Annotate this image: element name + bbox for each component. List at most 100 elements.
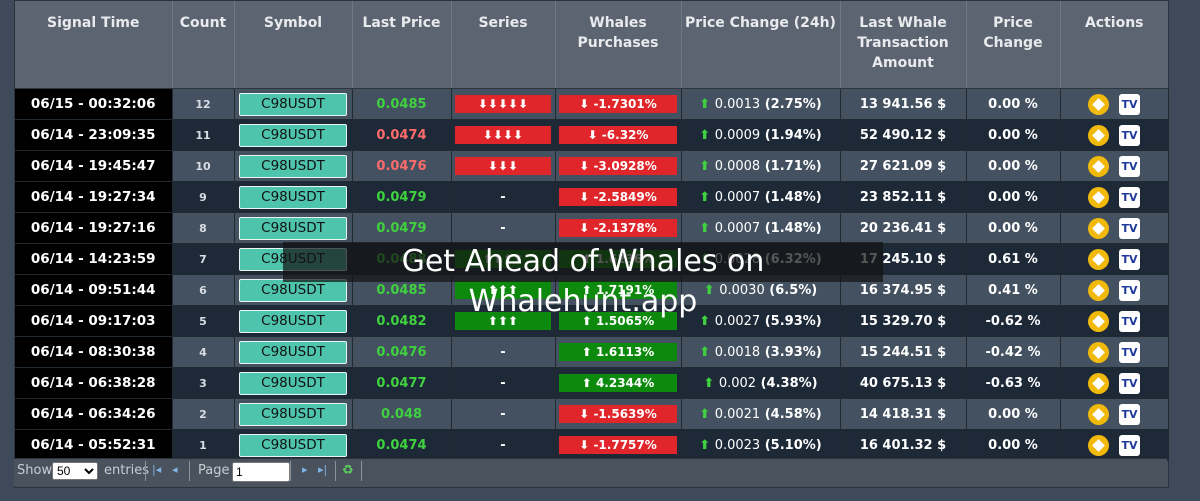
price-change: 0.00 % <box>966 181 1061 213</box>
last-page-icon[interactable]: ▸| <box>318 463 328 476</box>
signal-count: 6 <box>172 274 235 306</box>
col-count[interactable]: Count <box>172 1 235 89</box>
whale-amount: 23 852.11 $ <box>840 181 967 213</box>
binance-icon[interactable] <box>1088 372 1109 394</box>
whales-purchases-cell: ⬆ 1.7191% <box>555 274 682 306</box>
tradingview-icon[interactable]: TV <box>1119 403 1140 425</box>
entries-label: entries <box>104 463 150 478</box>
signal-time: 06/14 - 19:27:34 <box>15 181 173 213</box>
series-badge: ⬆⬆⬆ <box>455 312 551 330</box>
tradingview-icon[interactable]: TV <box>1119 248 1140 270</box>
binance-icon[interactable] <box>1088 155 1109 177</box>
series-empty: - <box>500 344 506 360</box>
binance-icon[interactable] <box>1088 248 1109 270</box>
signal-count: 4 <box>172 336 235 368</box>
symbol-cell: C98USDT <box>234 429 353 461</box>
change-value: 0.0007 <box>714 189 761 205</box>
whales-purchases-cell: ⬇ -2.5849% <box>555 181 682 213</box>
page-label: Page <box>198 463 230 478</box>
change-percent: (5.10%) <box>764 437 822 453</box>
whales-purchases-badge: ⬆ 1.5065% <box>559 312 677 330</box>
signal-time: 06/14 - 23:09:35 <box>15 119 173 151</box>
col-last-whale-amount[interactable]: Last Whale Transaction Amount <box>840 1 967 89</box>
binance-icon[interactable] <box>1088 93 1109 115</box>
symbol-cell: C98USDT <box>234 150 353 182</box>
symbol-button[interactable]: C98USDT <box>239 154 347 178</box>
whales-purchases-cell: ⬇ -3.0928% <box>555 150 682 182</box>
binance-icon[interactable] <box>1088 403 1109 425</box>
symbol-button[interactable]: C98USDT <box>239 92 347 116</box>
signal-time: 06/14 - 06:34:26 <box>15 398 173 430</box>
change-value: 0.0013 <box>714 96 761 112</box>
price-change-24h: ⬆ 0.002 (4.38%) <box>681 367 841 399</box>
symbol-cell: C98USDT <box>234 367 353 399</box>
whales-purchases-cell: ⬇ -2.1378% <box>555 212 682 244</box>
binance-icon[interactable] <box>1088 186 1109 208</box>
series-badge: ⬇⬇⬇⬇⬇ <box>455 95 551 113</box>
tradingview-icon[interactable]: TV <box>1119 93 1140 115</box>
binance-icon[interactable] <box>1088 434 1109 456</box>
symbol-cell: C98USDT <box>234 212 353 244</box>
series-empty: - <box>500 406 506 422</box>
whales-purchases-cell: ⬆ 1.5065% <box>555 305 682 337</box>
tradingview-icon[interactable]: TV <box>1119 434 1140 456</box>
arrow-up-icon: ⬆ <box>699 437 711 453</box>
symbol-button[interactable]: C98USDT <box>239 433 347 457</box>
price-change: 0.00 % <box>966 398 1061 430</box>
col-last-price[interactable]: Last Price <box>352 1 452 89</box>
whales-purchases-badge: ⬆ 1.7191% <box>559 281 677 299</box>
tradingview-icon[interactable]: TV <box>1119 155 1140 177</box>
symbol-button[interactable]: C98USDT <box>239 123 347 147</box>
col-symbol[interactable]: Symbol <box>234 1 353 89</box>
change-value: 0.0018 <box>714 344 761 360</box>
signal-time: 06/14 - 05:52:31 <box>15 429 173 461</box>
tradingview-icon[interactable]: TV <box>1119 279 1140 301</box>
col-signal-time[interactable]: Signal Time <box>15 1 173 89</box>
binance-icon[interactable] <box>1088 279 1109 301</box>
symbol-button[interactable]: C98USDT <box>239 402 347 426</box>
next-page-icon[interactable]: ▸ <box>302 463 308 476</box>
tradingview-icon[interactable]: TV <box>1119 124 1140 146</box>
whales-purchases-badge: ⬇ -6.32% <box>559 126 677 144</box>
symbol-button[interactable]: C98USDT <box>239 185 347 209</box>
change-percent: (4.38%) <box>760 375 818 391</box>
prev-page-icon[interactable]: ◂ <box>172 463 178 476</box>
series-badge: ⬇⬇⬇⬇ <box>455 126 551 144</box>
whales-purchases-badge: ⬆ 4.2344% <box>559 374 677 392</box>
col-price-change[interactable]: Price Change <box>966 1 1061 89</box>
actions-cell: TV <box>1060 367 1169 399</box>
signal-time: 06/14 - 14:23:59 <box>15 243 173 275</box>
symbol-button[interactable]: C98USDT <box>239 309 347 333</box>
page-number-input[interactable] <box>232 462 290 482</box>
col-whales-purchases[interactable]: Whales Purchases <box>555 1 682 89</box>
symbol-cell: C98USDT <box>234 119 353 151</box>
symbol-cell: C98USDT <box>234 88 353 120</box>
symbol-button[interactable]: C98USDT <box>239 278 347 302</box>
tradingview-icon[interactable]: TV <box>1119 310 1140 332</box>
table-row: 06/14 - 08:30:38 4 C98USDT 0.0476 - ⬆ 1.… <box>15 336 1169 368</box>
signal-time: 06/14 - 08:30:38 <box>15 336 173 368</box>
tradingview-icon[interactable]: TV <box>1119 341 1140 363</box>
refresh-icon[interactable]: ♻ <box>342 463 354 478</box>
table-row: 06/14 - 23:09:35 11 C98USDT 0.0474 ⬇⬇⬇⬇ … <box>15 119 1169 151</box>
whales-purchases-cell: ⬇ -6.32% <box>555 119 682 151</box>
tradingview-icon[interactable]: TV <box>1119 217 1140 239</box>
series-cell: ⬇⬇⬇⬇ <box>451 119 556 151</box>
last-price: 0.0474 <box>352 119 452 151</box>
tradingview-icon[interactable]: TV <box>1119 372 1140 394</box>
symbol-button[interactable]: C98USDT <box>239 371 347 395</box>
tradingview-icon[interactable]: TV <box>1119 186 1140 208</box>
binance-icon[interactable] <box>1088 310 1109 332</box>
series-cell: - <box>451 181 556 213</box>
col-series[interactable]: Series <box>451 1 556 89</box>
binance-icon[interactable] <box>1088 341 1109 363</box>
binance-icon[interactable] <box>1088 217 1109 239</box>
symbol-button[interactable]: C98USDT <box>239 216 347 240</box>
col-price-change-24h[interactable]: Price Change (24h) <box>681 1 841 89</box>
first-page-icon[interactable]: |◂ <box>152 463 162 476</box>
binance-icon[interactable] <box>1088 124 1109 146</box>
symbol-button[interactable]: C98USDT <box>239 340 347 364</box>
page-size-select[interactable]: 50 <box>52 462 98 480</box>
promo-banner: Get Ahead of Whales on Whalehunt.app <box>283 242 883 319</box>
change-value: 0.0021 <box>714 406 761 422</box>
